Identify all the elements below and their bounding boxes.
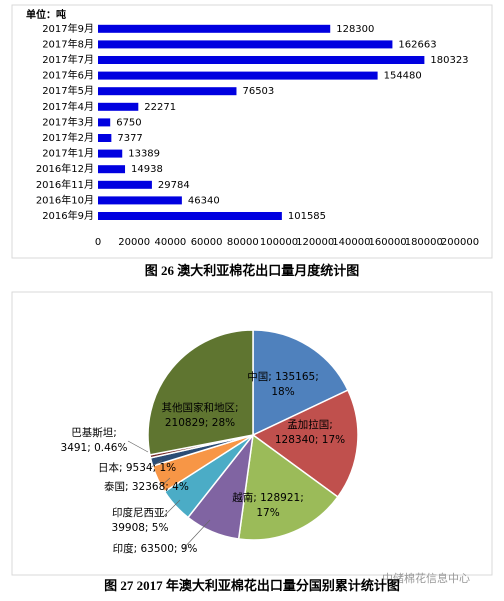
y-tick-label: 2017年5月	[42, 84, 94, 97]
data-label: 印度尼西亚;	[112, 506, 168, 519]
data-label: 180323	[430, 55, 468, 66]
bar	[98, 24, 331, 33]
data-label: 76503	[242, 86, 274, 97]
y-tick-label: 2017年2月	[42, 131, 94, 144]
x-tick-label: 180000	[405, 237, 443, 248]
y-tick-label: 2016年12月	[36, 162, 94, 175]
x-tick-label: 120000	[296, 237, 334, 248]
y-tick-label: 2016年9月	[42, 209, 94, 222]
x-tick-label: 160000	[369, 237, 407, 248]
y-tick-label: 2016年11月	[36, 178, 94, 191]
data-label: 泰国; 32368; 4%	[104, 480, 189, 493]
leader-line	[182, 519, 211, 550]
data-label: 46340	[188, 195, 220, 206]
x-tick-label: 140000	[332, 237, 370, 248]
bar	[98, 118, 111, 127]
data-label: 13389	[128, 149, 160, 160]
y-tick-label: 2016年10月	[36, 193, 94, 206]
data-label: 128300	[336, 24, 374, 35]
x-tick-label: 80000	[227, 237, 259, 248]
pie-slice	[252, 329, 349, 437]
y-tick-label: 2017年4月	[42, 100, 94, 113]
y-tick-label: 2017年8月	[42, 37, 94, 50]
x-tick-label: 20000	[118, 237, 150, 248]
data-label: 日本; 9534; 1%	[98, 461, 176, 474]
data-label: 6750	[116, 117, 141, 128]
y-tick-label: 2017年9月	[42, 22, 94, 35]
pie-slice	[147, 329, 254, 456]
unit-label: 单位：吨	[26, 8, 66, 21]
bar	[98, 102, 139, 111]
pie-slice	[237, 433, 339, 541]
data-label: 22271	[144, 102, 176, 113]
data-label: 101585	[288, 211, 326, 222]
leader-line	[127, 440, 149, 453]
x-tick-label: 40000	[154, 237, 186, 248]
x-tick-label: 100000	[260, 237, 298, 248]
x-tick-label: 200000	[441, 237, 479, 248]
data-label: 210829; 28%	[165, 417, 235, 429]
data-label: 162663	[398, 39, 436, 50]
x-tick-label: 0	[95, 237, 101, 248]
data-label: 越南; 128921;	[232, 491, 304, 504]
bar	[98, 212, 282, 220]
data-label: 中国; 135165;	[247, 370, 319, 383]
bar	[98, 87, 237, 96]
leader-line	[149, 459, 163, 469]
data-label: 其他国家和地区;	[161, 401, 238, 414]
bar	[98, 56, 425, 64]
x-tick-label: 60000	[191, 237, 223, 248]
y-tick-label: 2017年7月	[42, 53, 94, 66]
bar	[98, 40, 393, 49]
bar	[98, 180, 152, 189]
data-label: 7377	[117, 133, 142, 144]
data-label: 14938	[131, 164, 163, 175]
data-label: 29784	[158, 180, 190, 191]
caption: 图 27 2017 年澳大利亚棉花出口量分国别累计统计图	[104, 578, 400, 593]
data-label: 154480	[384, 71, 422, 82]
leader-line	[159, 477, 171, 488]
watermark: 中储棉花信息中心	[382, 571, 470, 585]
data-label: 128340; 17%	[275, 434, 345, 446]
data-label: 17%	[256, 507, 279, 519]
data-label: 18%	[271, 386, 294, 398]
y-tick-label: 2017年6月	[42, 69, 94, 82]
data-label: 孟加拉国;	[287, 418, 333, 431]
y-tick-label: 2017年1月	[42, 147, 94, 160]
data-label: 印度; 63500; 9%	[113, 542, 198, 555]
bar	[98, 165, 126, 174]
leader-line	[162, 499, 181, 518]
caption: 图 26 澳大利亚棉花出口量月度统计图	[145, 263, 360, 278]
bar	[98, 196, 182, 205]
data-label: 巴基斯坦;	[71, 426, 117, 439]
pie-slice	[251, 389, 359, 498]
y-tick-label: 2017年3月	[42, 115, 94, 128]
bar	[98, 134, 112, 142]
data-label: 3491; 0.46%	[61, 442, 128, 454]
data-label: 39908; 5%	[112, 522, 169, 534]
bar	[98, 71, 378, 80]
bar	[98, 149, 123, 158]
